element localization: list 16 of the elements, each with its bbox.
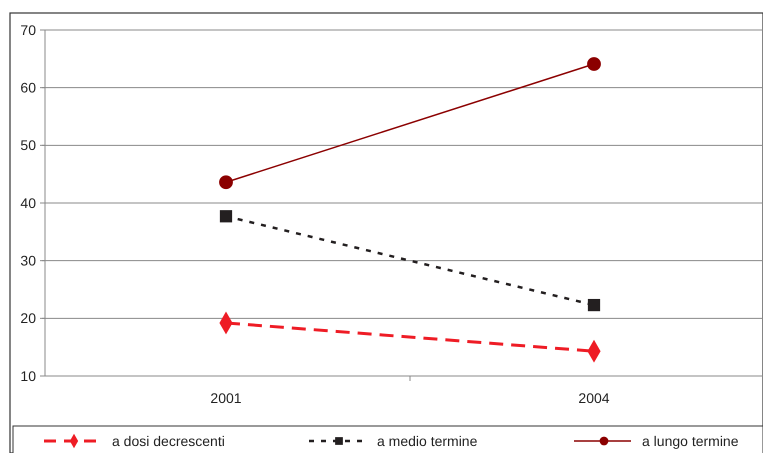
y-tick-label: 20 [20, 310, 36, 326]
legend-label: a dosi decrescenti [112, 432, 225, 449]
point [219, 175, 233, 190]
legend-label: a medio termine [377, 432, 478, 449]
y-tick-label: 10 [20, 368, 36, 384]
point [220, 210, 232, 222]
y-tick-label: 50 [20, 137, 36, 154]
point [588, 298, 600, 312]
legend-label: a lungo termine [642, 432, 739, 449]
x-tick-label: 2001 [210, 390, 242, 406]
y-tick-label: 70 [20, 22, 36, 38]
point [587, 57, 601, 71]
y-tick-label: 40 [20, 194, 36, 211]
x-tick-label: 2004 [578, 390, 610, 406]
y-tick-label: 60 [20, 80, 36, 96]
y-tick-label: 30 [20, 252, 36, 269]
